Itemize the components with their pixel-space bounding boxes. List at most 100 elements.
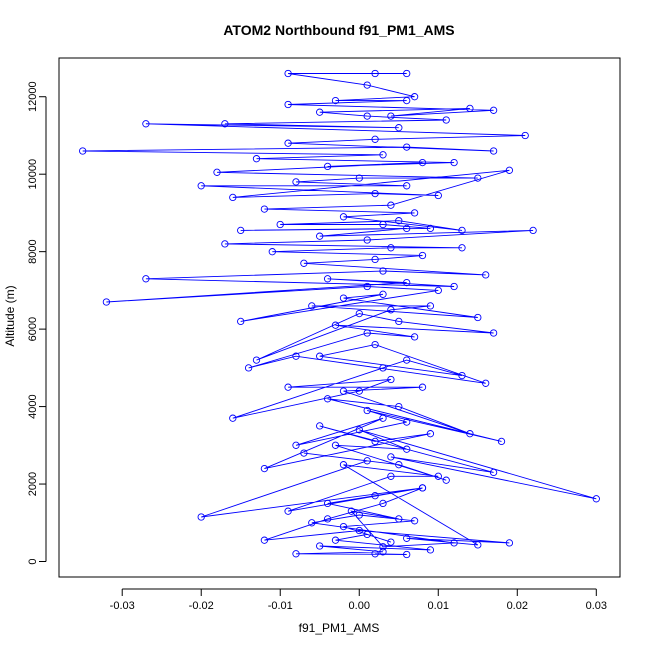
data-point	[292, 441, 300, 449]
data-point	[276, 220, 284, 229]
data-point	[363, 530, 371, 539]
data-point	[339, 387, 348, 395]
data-point	[363, 81, 371, 89]
data-point	[252, 155, 261, 163]
data-point	[458, 371, 466, 380]
data-point	[387, 306, 395, 314]
series-layer	[79, 69, 600, 559]
data-point	[410, 209, 419, 217]
data-point	[355, 174, 363, 182]
data-point	[434, 191, 442, 200]
data-point	[355, 511, 363, 519]
data-point	[387, 453, 395, 461]
y-tick-label: 4000	[27, 394, 39, 418]
data-point	[339, 294, 348, 302]
data-point	[379, 220, 387, 229]
data-point	[371, 255, 379, 264]
data-point	[284, 100, 292, 109]
data-point	[529, 226, 537, 235]
data-point	[371, 189, 379, 198]
data-point	[482, 379, 490, 387]
data-point	[197, 513, 205, 521]
data-point	[284, 383, 292, 391]
chart-title: ATOM2 Northbound f91_PM1_AMS	[223, 22, 454, 38]
data-point	[316, 422, 324, 430]
data-point	[395, 461, 403, 469]
y-tick-label: 6000	[27, 317, 39, 341]
data-point	[505, 539, 514, 547]
data-point	[142, 120, 150, 128]
data-point	[387, 375, 395, 384]
data-point	[79, 147, 87, 155]
x-tick-label: -0.03	[110, 600, 135, 612]
data-point	[403, 534, 411, 542]
x-axis-label: f91_PM1_AMS	[299, 621, 380, 635]
data-point	[363, 282, 371, 291]
data-point	[403, 182, 411, 190]
data-point	[316, 352, 324, 360]
data-point	[458, 244, 466, 252]
data-point	[410, 333, 419, 341]
data-point	[300, 449, 308, 457]
data-point	[371, 340, 379, 349]
data-point	[379, 543, 387, 551]
data-point	[323, 499, 332, 508]
x-tick-label: 0.02	[507, 600, 528, 612]
data-point	[142, 275, 150, 283]
data-point	[339, 461, 348, 469]
data-point	[379, 364, 387, 372]
data-point	[347, 507, 356, 515]
data-point	[244, 364, 253, 372]
data-point	[387, 538, 395, 546]
data-point	[387, 112, 395, 120]
data-point	[379, 499, 387, 508]
data-point	[426, 546, 435, 554]
y-tick-label: 0	[27, 558, 39, 564]
data-point	[229, 193, 237, 202]
data-point	[403, 69, 411, 78]
data-point	[371, 69, 379, 78]
axes-layer: -0.03 -0.02 -0.01 0.00 0.01 0.02 0.03 0 2000 4000…	[27, 57, 621, 612]
data-point	[292, 550, 300, 558]
y-tick-label: 8000	[27, 239, 39, 263]
data-point	[592, 495, 600, 503]
data-point	[379, 414, 387, 422]
data-point	[284, 69, 292, 78]
data-point	[363, 236, 371, 244]
data-point	[395, 515, 403, 523]
x-tick-label: 0.03	[586, 600, 607, 612]
data-point	[395, 124, 403, 132]
data-point	[379, 267, 387, 275]
data-point	[371, 550, 379, 558]
series-line	[82, 73, 597, 555]
data-point	[371, 437, 379, 446]
data-point	[213, 168, 221, 176]
data-point	[395, 317, 403, 326]
data-point	[316, 108, 324, 116]
data-point	[482, 271, 490, 279]
data-point	[426, 302, 435, 310]
data-point	[371, 135, 379, 143]
data-point	[521, 131, 529, 140]
data-point	[260, 205, 269, 213]
data-point	[379, 548, 387, 556]
data-point	[410, 517, 419, 525]
data-point	[363, 457, 371, 465]
data-point	[221, 240, 229, 248]
data-point	[418, 251, 427, 260]
plot-box	[58, 57, 621, 578]
data-point	[497, 437, 506, 446]
data-point	[268, 248, 276, 256]
data-point	[403, 143, 411, 151]
data-point	[489, 147, 498, 155]
data-point	[466, 104, 474, 113]
data-point	[403, 550, 411, 559]
y-tick-label: 2000	[27, 472, 39, 496]
data-point	[323, 162, 332, 171]
data-point	[387, 201, 395, 209]
x-tick-label: -0.01	[268, 600, 293, 612]
data-point	[339, 213, 348, 221]
data-point	[489, 106, 498, 114]
